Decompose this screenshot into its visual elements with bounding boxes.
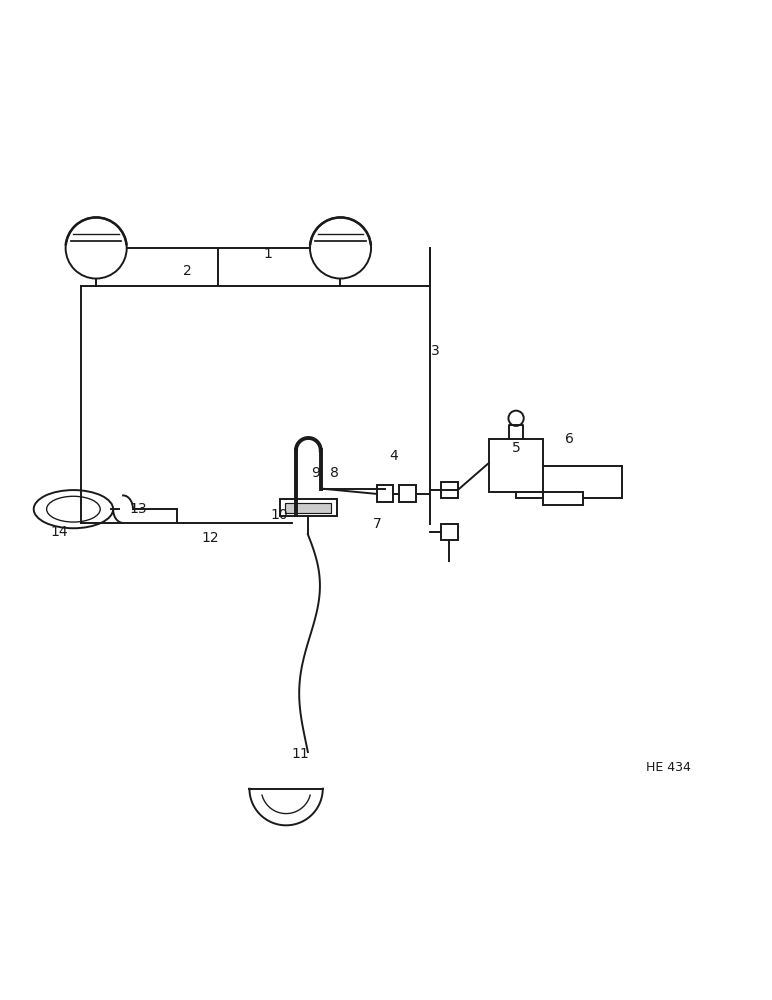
Text: 10: 10 — [270, 508, 288, 522]
Ellipse shape — [34, 490, 113, 528]
Circle shape — [509, 411, 523, 426]
Text: 7: 7 — [372, 517, 381, 531]
Text: 11: 11 — [292, 747, 310, 761]
Text: 14: 14 — [50, 525, 68, 539]
Text: 5: 5 — [511, 441, 520, 455]
Bar — [441, 482, 458, 498]
Bar — [286, 503, 331, 513]
Text: 1: 1 — [263, 247, 272, 261]
Text: 2: 2 — [183, 264, 191, 278]
Text: 8: 8 — [330, 466, 338, 480]
Circle shape — [310, 217, 371, 279]
Text: 4: 4 — [389, 449, 398, 463]
Bar — [543, 492, 583, 505]
Bar — [279, 499, 337, 516]
Text: HE 434: HE 434 — [646, 761, 691, 774]
Text: 6: 6 — [565, 432, 574, 446]
Bar — [399, 485, 416, 502]
Text: 12: 12 — [201, 531, 219, 545]
Bar — [377, 485, 394, 502]
Bar — [489, 439, 543, 492]
Circle shape — [66, 217, 127, 279]
Text: 3: 3 — [432, 344, 440, 358]
Text: 13: 13 — [129, 502, 147, 516]
Bar — [441, 524, 458, 540]
Text: 9: 9 — [311, 466, 320, 480]
